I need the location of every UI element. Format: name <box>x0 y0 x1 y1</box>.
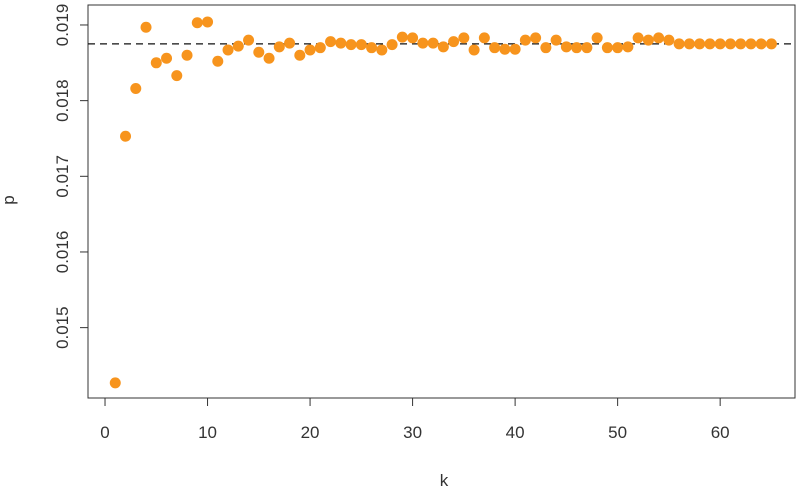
point <box>366 42 378 54</box>
point <box>140 21 152 33</box>
x-tick-label: 40 <box>506 423 525 442</box>
point <box>396 31 408 43</box>
x-tick-label: 0 <box>100 423 109 442</box>
point <box>663 34 675 46</box>
point <box>284 37 296 49</box>
point <box>694 38 706 50</box>
point <box>171 70 183 82</box>
point <box>263 52 275 64</box>
point <box>673 38 685 50</box>
point <box>714 38 726 50</box>
point <box>642 34 654 46</box>
point <box>519 34 531 46</box>
point <box>202 16 214 28</box>
point <box>345 39 357 51</box>
point <box>509 43 521 55</box>
point <box>653 32 665 44</box>
point <box>458 32 470 44</box>
point <box>335 37 347 49</box>
point <box>376 44 388 56</box>
point <box>355 39 367 51</box>
point <box>540 42 552 54</box>
point <box>253 46 265 58</box>
y-tick-label: 0.016 <box>53 231 72 274</box>
x-axis-label: k <box>440 471 449 490</box>
point <box>161 52 173 64</box>
point <box>724 38 736 50</box>
point <box>478 32 490 44</box>
point <box>243 34 255 46</box>
point <box>325 36 337 48</box>
point <box>407 32 419 44</box>
point <box>550 34 562 46</box>
point <box>489 42 501 54</box>
x-tick-label: 10 <box>198 423 217 442</box>
point <box>448 36 460 48</box>
y-tick-label: 0.015 <box>53 306 72 349</box>
point <box>181 49 193 61</box>
point <box>530 32 542 44</box>
plot-frame <box>87 4 796 399</box>
point <box>683 38 695 50</box>
point <box>468 44 480 56</box>
y-axis-label: p <box>0 195 18 204</box>
point <box>632 32 644 44</box>
point <box>130 83 142 95</box>
point <box>212 55 224 67</box>
point <box>273 41 285 53</box>
point <box>427 37 439 49</box>
point <box>735 38 747 50</box>
y-tick-label: 0.019 <box>53 4 72 47</box>
point <box>120 130 132 142</box>
x-tick-label: 60 <box>711 423 730 442</box>
point <box>591 32 603 44</box>
point <box>294 49 306 61</box>
point <box>622 41 634 53</box>
point <box>571 42 583 54</box>
point <box>560 41 572 53</box>
x-tick-label: 50 <box>608 423 627 442</box>
point <box>612 42 624 54</box>
point <box>191 17 203 29</box>
x-tick-label: 30 <box>403 423 422 442</box>
point <box>109 377 121 389</box>
point <box>704 38 716 50</box>
point <box>755 38 767 50</box>
point <box>314 42 326 54</box>
x-tick-label: 20 <box>301 423 320 442</box>
point <box>222 44 234 56</box>
point <box>417 37 429 49</box>
point <box>765 38 777 50</box>
point <box>232 40 244 52</box>
point <box>437 41 449 53</box>
point <box>581 42 593 54</box>
point <box>304 44 316 56</box>
point <box>150 57 162 69</box>
point <box>745 38 757 50</box>
y-tick-label: 0.018 <box>53 79 72 122</box>
point <box>499 43 511 55</box>
y-tick-label: 0.017 <box>53 155 72 198</box>
point <box>386 39 398 51</box>
point <box>601 42 613 54</box>
